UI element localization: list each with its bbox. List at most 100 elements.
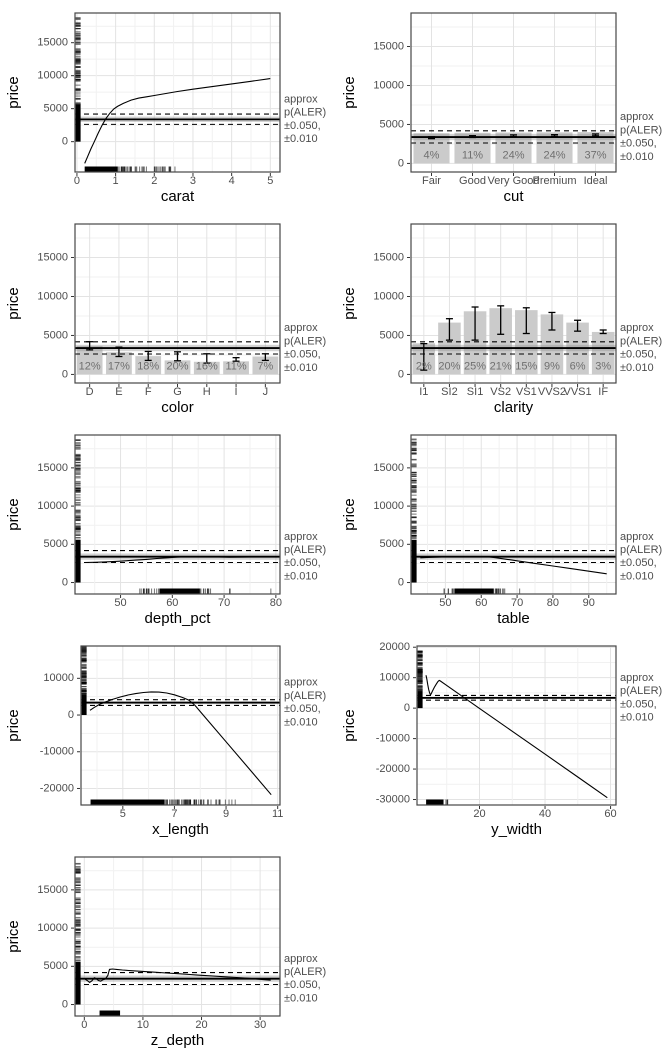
- svg-text:20%: 20%: [166, 361, 188, 373]
- svg-text:15000: 15000: [373, 40, 404, 52]
- svg-text:5000: 5000: [44, 103, 68, 115]
- svg-text:Ideal: Ideal: [584, 175, 608, 187]
- svg-text:J: J: [263, 386, 269, 398]
- svg-text:10000: 10000: [43, 672, 74, 684]
- svg-text:0: 0: [74, 175, 80, 187]
- svg-text:6%: 6%: [570, 361, 586, 373]
- svg-text:price: price: [341, 287, 358, 320]
- plot-clarity-canvas: 2% 20% 25% 21% 15% 9% 6% 3% 0 5000 10000 15000 I1 SI2…: [341, 223, 662, 416]
- svg-text:10000: 10000: [373, 500, 404, 512]
- svg-text:approx: approx: [620, 672, 654, 684]
- svg-text:15000: 15000: [373, 251, 404, 263]
- plot-carat-canvas: 0 5000 10000 15000 0 1 2 3 4 5 carat price approx p(A…: [5, 12, 326, 205]
- svg-text:clarity: clarity: [494, 399, 534, 416]
- svg-text:10000: 10000: [373, 79, 404, 91]
- svg-text:±0.010: ±0.010: [620, 362, 654, 374]
- svg-text:price: price: [341, 76, 358, 109]
- svg-text:Very Good: Very Good: [488, 175, 540, 187]
- svg-text:D: D: [86, 386, 94, 398]
- svg-text:60: 60: [166, 597, 178, 609]
- svg-text:±0.050,: ±0.050,: [620, 138, 657, 150]
- plot-z-depth: 0 5000 10000 15000 0 10 20 30 z_depth price approx…: [0, 844, 336, 1055]
- svg-text:-20000: -20000: [376, 763, 410, 775]
- svg-text:-10000: -10000: [40, 746, 74, 758]
- svg-text:Fair: Fair: [422, 175, 441, 187]
- svg-text:VS2: VS2: [490, 386, 511, 398]
- plot-table: 0 5000 10000 15000 50 60 70 80 90 table price appro…: [336, 422, 672, 633]
- svg-text:Premium: Premium: [532, 175, 576, 187]
- svg-text:price: price: [5, 709, 22, 742]
- svg-text:70: 70: [511, 597, 523, 609]
- svg-text:approx: approx: [284, 322, 318, 334]
- svg-text:-10000: -10000: [376, 733, 410, 745]
- svg-text:±0.050,: ±0.050,: [284, 349, 321, 361]
- svg-text:VVS1: VVS1: [563, 386, 591, 398]
- plot-carat: 0 5000 10000 15000 0 1 2 3 4 5 carat price approx p(A…: [0, 0, 336, 211]
- svg-text:price: price: [5, 498, 22, 531]
- svg-text:G: G: [173, 386, 182, 398]
- svg-text:±0.050,: ±0.050,: [620, 557, 657, 569]
- svg-text:5000: 5000: [44, 538, 68, 550]
- svg-text:p(ALER): p(ALER): [620, 685, 662, 697]
- svg-text:15%: 15%: [515, 361, 537, 373]
- svg-text:2: 2: [151, 175, 157, 187]
- svg-text:18%: 18%: [137, 361, 159, 373]
- svg-text:5: 5: [120, 808, 126, 820]
- svg-text:0: 0: [81, 1019, 87, 1031]
- svg-text:20000: 20000: [379, 641, 410, 653]
- svg-text:17%: 17%: [108, 361, 130, 373]
- svg-text:15000: 15000: [373, 462, 404, 474]
- svg-text:±0.010: ±0.010: [284, 133, 318, 145]
- svg-text:3%: 3%: [595, 361, 611, 373]
- svg-text:approx: approx: [620, 531, 654, 543]
- plot-depth-pct: 0 5000 10000 15000 50 60 70 80 depth_pct price app…: [0, 422, 336, 633]
- svg-text:37%: 37%: [584, 150, 606, 162]
- svg-text:25%: 25%: [464, 361, 486, 373]
- svg-text:5000: 5000: [380, 329, 404, 341]
- svg-text:0: 0: [68, 709, 74, 721]
- plot-color: 12% 17% 18% 20% 16% 11% 7% 0 5000 10000 15000 D E F G H…: [0, 211, 336, 422]
- svg-text:0: 0: [404, 702, 410, 714]
- svg-text:I1: I1: [419, 386, 428, 398]
- svg-text:5000: 5000: [44, 960, 68, 972]
- svg-text:10000: 10000: [37, 500, 68, 512]
- svg-text:approx: approx: [284, 531, 318, 543]
- svg-text:11: 11: [272, 808, 283, 820]
- svg-text:4: 4: [229, 175, 235, 187]
- svg-text:80: 80: [270, 597, 282, 609]
- svg-text:±0.010: ±0.010: [284, 716, 318, 728]
- svg-text:50: 50: [439, 597, 451, 609]
- svg-text:50: 50: [114, 597, 126, 609]
- svg-text:E: E: [115, 386, 122, 398]
- plot-color-canvas: 12% 17% 18% 20% 16% 11% 7% 0 5000 10000 15000 D E F G H…: [5, 223, 326, 416]
- svg-text:0: 0: [62, 998, 68, 1010]
- svg-text:15000: 15000: [37, 37, 68, 49]
- svg-text:9%: 9%: [544, 361, 560, 373]
- svg-text:10: 10: [137, 1019, 149, 1031]
- svg-text:24%: 24%: [543, 150, 565, 162]
- svg-text:carat: carat: [161, 188, 195, 205]
- svg-text:4%: 4%: [424, 150, 440, 162]
- svg-text:1: 1: [113, 175, 119, 187]
- svg-text:20%: 20%: [438, 361, 460, 373]
- svg-text:3: 3: [190, 175, 196, 187]
- svg-text:p(ALER): p(ALER): [284, 690, 326, 702]
- svg-text:±0.010: ±0.010: [620, 151, 654, 163]
- svg-text:cut: cut: [503, 188, 524, 205]
- svg-text:11%: 11%: [462, 150, 483, 162]
- svg-text:9: 9: [223, 808, 229, 820]
- svg-text:±0.050,: ±0.050,: [620, 349, 657, 361]
- svg-text:±0.050,: ±0.050,: [284, 979, 321, 991]
- svg-text:11%: 11%: [225, 361, 246, 373]
- svg-text:±0.050,: ±0.050,: [284, 120, 321, 132]
- svg-text:7%: 7%: [257, 361, 273, 373]
- svg-text:7: 7: [171, 808, 177, 820]
- svg-text:0: 0: [62, 576, 68, 588]
- svg-text:60: 60: [475, 597, 487, 609]
- svg-text:5000: 5000: [380, 538, 404, 550]
- svg-text:price: price: [341, 709, 358, 742]
- svg-text:H: H: [203, 386, 211, 398]
- svg-text:VVS2: VVS2: [538, 386, 566, 398]
- svg-text:15000: 15000: [37, 251, 68, 263]
